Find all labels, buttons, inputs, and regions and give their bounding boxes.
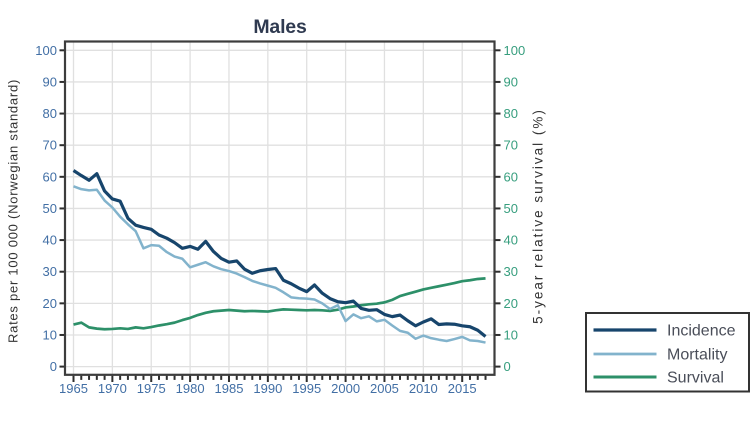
svg-text:1990: 1990 [253,381,282,396]
svg-text:70: 70 [504,138,518,153]
svg-text:40: 40 [43,233,57,248]
svg-text:20: 20 [504,296,518,311]
svg-text:50: 50 [504,201,518,216]
svg-text:2005: 2005 [370,381,399,396]
svg-text:Incidence: Incidence [667,323,736,340]
svg-text:5-year relative survival (%): 5-year relative survival (%) [531,108,546,324]
svg-text:90: 90 [504,74,518,89]
svg-text:2010: 2010 [409,381,438,396]
svg-text:30: 30 [504,264,518,279]
svg-text:2015: 2015 [448,381,477,396]
svg-text:50: 50 [43,201,57,216]
svg-text:0: 0 [50,359,57,374]
svg-text:40: 40 [504,233,518,248]
svg-text:10: 10 [43,327,57,342]
svg-text:1985: 1985 [215,381,244,396]
svg-text:20: 20 [43,296,57,311]
svg-text:60: 60 [43,169,57,184]
svg-text:80: 80 [504,106,518,121]
svg-text:Survival: Survival [667,370,724,387]
svg-text:Males: Males [253,16,307,38]
svg-text:0: 0 [504,359,511,374]
svg-text:1980: 1980 [176,381,205,396]
svg-text:100: 100 [504,43,526,58]
svg-text:1975: 1975 [137,381,166,396]
svg-text:60: 60 [504,169,518,184]
svg-text:70: 70 [43,138,57,153]
svg-text:Mortality: Mortality [667,347,727,364]
svg-text:80: 80 [43,106,57,121]
svg-text:Rates per 100 000 (Norwegian s: Rates per 100 000 (Norwegian standard) [6,79,21,343]
svg-text:10: 10 [504,327,518,342]
svg-text:30: 30 [43,264,57,279]
svg-text:1965: 1965 [59,381,88,396]
svg-text:1970: 1970 [98,381,127,396]
svg-text:90: 90 [43,74,57,89]
svg-text:2000: 2000 [331,381,360,396]
svg-text:1995: 1995 [292,381,321,396]
svg-text:100: 100 [35,43,57,58]
